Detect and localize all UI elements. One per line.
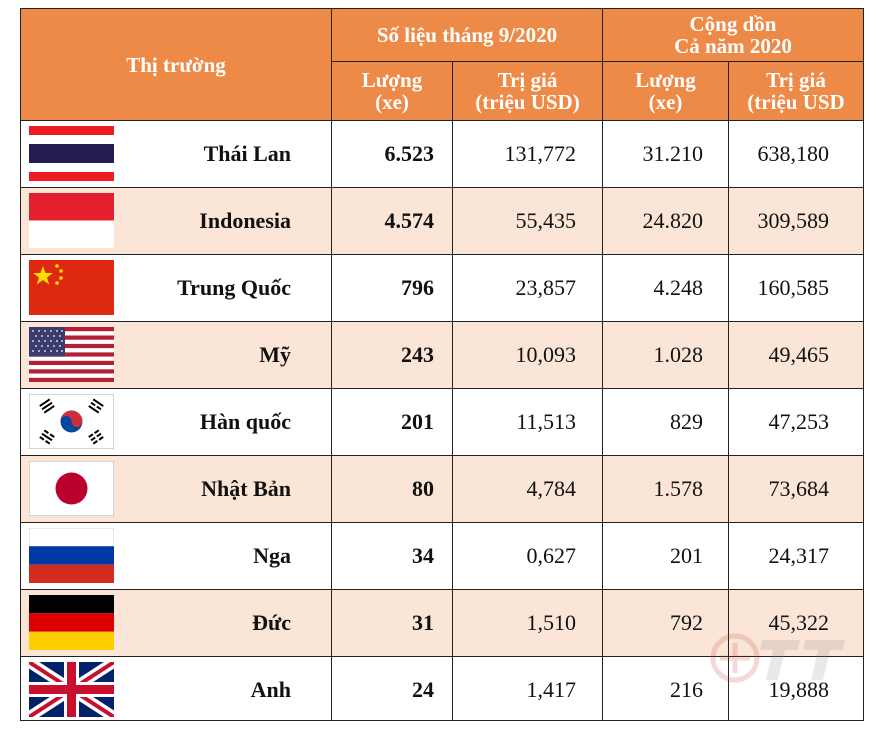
header-cumulative-line1: Cộng dồn [689, 12, 777, 36]
header-month-group: Số liệu tháng 9/2020 [376, 23, 558, 47]
grid-line [21, 589, 863, 590]
qty-cell: 796 [401, 275, 434, 300]
russia-flag-icon [29, 528, 114, 583]
cum-value-cell: 47,253 [768, 409, 830, 434]
grid-line [21, 187, 863, 188]
value-cell: 23,857 [515, 275, 577, 300]
qty-cell: 243 [401, 342, 434, 367]
country-name: Đức [252, 610, 291, 635]
cum-qty-cell: 1.028 [653, 342, 704, 367]
table-row: Trung Quốc 796 23,857 4.248 160,585 [21, 255, 863, 321]
value-cell: 4,784 [526, 476, 577, 501]
header-value-line1: Trị giá [497, 68, 558, 92]
thailand-flag-icon [29, 126, 114, 181]
indonesia-flag-icon [29, 193, 114, 248]
header-qty: Lượng (xe) [332, 62, 452, 120]
uk-flag-icon [29, 662, 114, 717]
china-flag-icon [29, 260, 114, 315]
header-cum-qty-line2: (xe) [648, 90, 683, 114]
usa-flag-icon [29, 327, 114, 382]
table-row: Hàn quốc 201 11,513 829 47,253 [21, 389, 863, 455]
value-cell: 55,435 [515, 208, 577, 233]
grid-line [331, 61, 863, 62]
value-cell: 10,093 [515, 342, 577, 367]
cum-value-cell: 24,317 [768, 543, 830, 568]
cum-value-cell: 638,180 [757, 141, 830, 166]
grid-line [728, 61, 729, 720]
header-value-line2: (triệu USD) [475, 90, 580, 114]
qty-cell: 31 [412, 610, 434, 635]
import-table: Thị trường Số liệu tháng 9/2020 Cộng dồn… [20, 8, 864, 721]
header-cumulative-group: Cộng dồn Cả năm 2020 [603, 9, 863, 61]
grid-line [21, 522, 863, 523]
header-cumulative-line2: Cả năm 2020 [674, 34, 792, 58]
cum-qty-cell: 216 [670, 677, 703, 702]
grid-line [331, 9, 332, 720]
grid-line [21, 388, 863, 389]
cum-value-cell: 45,322 [768, 610, 830, 635]
table-row: Nhật Bản 80 4,784 1.578 73,684 [21, 456, 863, 522]
cum-value-cell: 49,465 [768, 342, 830, 367]
value-cell: 1,417 [526, 677, 577, 702]
cum-qty-cell: 4.248 [653, 275, 704, 300]
country-name: Hàn quốc [199, 409, 291, 434]
table-row: Mỹ 243 10,093 1.028 49,465 [21, 322, 863, 388]
header-cum-qty: Lượng (xe) [603, 62, 728, 120]
grid-line [21, 321, 863, 322]
watermark-logo-icon [710, 633, 845, 683]
country-name: Mỹ [259, 342, 291, 367]
table-row: Indonesia 4.574 55,435 24.820 309,589 [21, 188, 863, 254]
grid-line [21, 656, 863, 657]
cum-qty-cell: 31.210 [642, 141, 704, 166]
japan-flag-icon [29, 461, 114, 516]
value-cell: 131,772 [504, 141, 577, 166]
value-cell: 1,510 [526, 610, 577, 635]
cum-value-cell: 309,589 [757, 208, 830, 233]
table-row: Anh 24 1,417 216 19,888 [21, 657, 863, 720]
value-cell: 0,627 [526, 543, 577, 568]
cum-qty-cell: 829 [670, 409, 703, 434]
header-cum-value-line1: Trị giá [766, 68, 826, 92]
grid-line [452, 61, 453, 720]
country-name: Anh [250, 677, 291, 702]
korea-flag-icon [29, 394, 114, 449]
cum-qty-cell: 1.578 [653, 476, 704, 501]
table-row: Nga 34 0,627 201 24,317 [21, 523, 863, 589]
header-qty-line2: (xe) [375, 90, 409, 114]
header-qty-line1: Lượng [361, 68, 423, 92]
qty-cell: 4.574 [384, 208, 435, 233]
country-name: Thái Lan [203, 141, 291, 166]
header-cum-value: Trị giá (triệu USD [729, 62, 863, 120]
cum-value-cell: 73,684 [768, 476, 830, 501]
cum-value-cell: 19,888 [768, 677, 830, 702]
cum-qty-cell: 201 [670, 543, 703, 568]
header-market: Thị trường [126, 52, 226, 77]
grid-line [21, 120, 863, 121]
table-header [21, 9, 863, 120]
table-row: Thái Lan 6.523 131,772 31.210 638,180 [21, 121, 863, 187]
germany-flag-icon [29, 595, 114, 650]
grid-line [602, 9, 603, 720]
table-row: Đức 31 1,510 792 45,322 [21, 590, 863, 656]
cum-value-cell: 160,585 [757, 275, 830, 300]
cum-qty-cell: 24.820 [642, 208, 704, 233]
country-name: Trung Quốc [177, 275, 291, 300]
header-cum-value-line2: (triệu USD [747, 90, 845, 114]
value-cell: 11,513 [516, 409, 576, 434]
grid-line [21, 254, 863, 255]
country-name: Nhật Bản [201, 476, 291, 501]
qty-cell: 24 [412, 677, 434, 702]
cum-qty-cell: 792 [670, 610, 703, 635]
country-name: Indonesia [199, 208, 291, 233]
country-name: Nga [253, 543, 291, 568]
qty-cell: 6.523 [384, 141, 435, 166]
header-cum-qty-line1: Lượng [635, 68, 696, 92]
header-value: Trị giá (triệu USD) [453, 62, 602, 120]
qty-cell: 201 [401, 409, 434, 434]
qty-cell: 34 [412, 543, 434, 568]
qty-cell: 80 [412, 476, 434, 501]
grid-line [21, 455, 863, 456]
